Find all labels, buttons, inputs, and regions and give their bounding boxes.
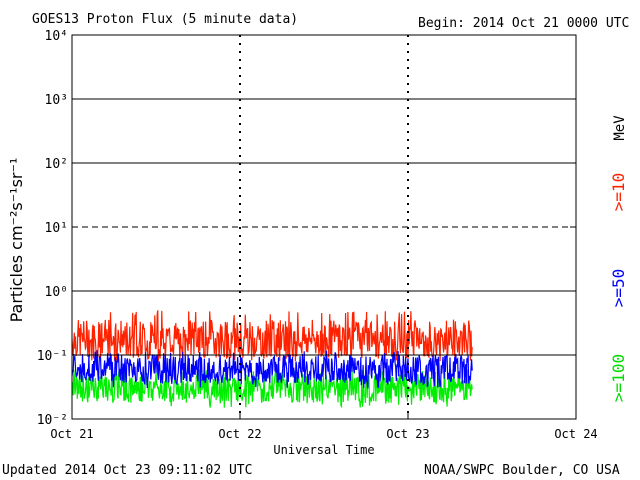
y-tick-labels: 10⁻² 10⁻¹ 10⁰ 10¹ 10² 10³ 10⁴ (37, 29, 576, 428)
grid-layer (72, 35, 576, 419)
y-tick-label: 10⁴ (45, 29, 68, 44)
y-tick-label: 10² (45, 157, 68, 172)
legend-series-100: >=100 (609, 354, 628, 402)
legend-series-10: >=10 (609, 173, 628, 212)
x-tick-label: Oct 22 (218, 427, 261, 441)
begin-label: Begin: 2014 Oct 21 0000 UTC (418, 16, 629, 31)
legend-series-50: >=50 (609, 269, 628, 308)
x-tick-label: Oct 23 (386, 427, 429, 441)
chart-title: GOES13 Proton Flux (5 minute data) (32, 12, 298, 27)
credit-label: NOAA/SWPC Boulder, CO USA (424, 463, 620, 478)
y-tick-label: 10⁻¹ (37, 349, 68, 364)
x-axis-label: Universal Time (273, 443, 374, 457)
series-line-0 (71, 310, 473, 362)
x-tick-label: Oct 21 (50, 427, 93, 441)
legend-unit-mev: MeV (612, 115, 628, 141)
y-tick-label: 10³ (45, 93, 68, 108)
x-tick-labels: Oct 21 Oct 22 Oct 23 Oct 24 (50, 413, 598, 441)
series-layer (71, 310, 473, 409)
series-line-1 (71, 350, 473, 389)
x-tick-label: Oct 24 (554, 427, 597, 441)
y-tick-label: 10⁻² (37, 413, 68, 428)
y-tick-label: 10¹ (45, 221, 68, 236)
updated-timestamp: Updated 2014 Oct 23 09:11:02 UTC (2, 463, 252, 478)
y-tick-label: 10⁰ (45, 285, 68, 300)
y-axis-label: Particles cm⁻²s⁻¹sr⁻¹ (7, 158, 26, 323)
